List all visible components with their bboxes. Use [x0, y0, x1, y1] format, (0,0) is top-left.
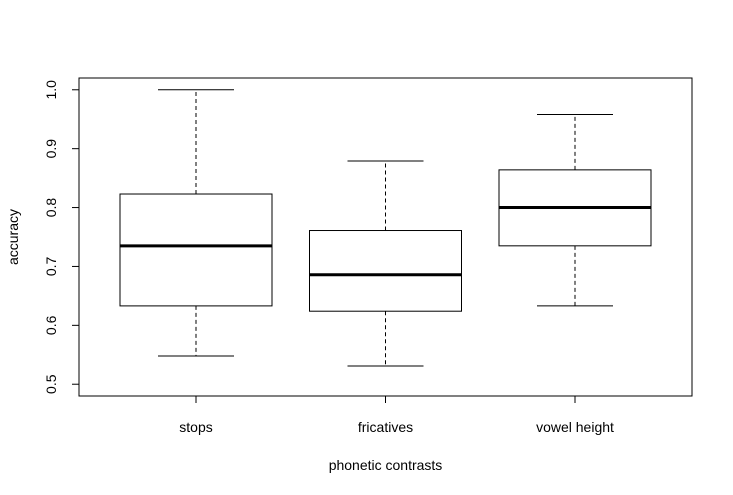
- x-tick-label: vowel height: [536, 419, 614, 435]
- iqr-box: [119, 193, 273, 307]
- y-tick-label: 0.9: [43, 139, 59, 159]
- x-tick-label: stops: [179, 419, 212, 435]
- y-tick-label: 0.6: [43, 315, 59, 335]
- y-tick-label: 1.0: [43, 80, 59, 100]
- x-tick-label: fricatives: [358, 419, 413, 435]
- x-axis: stops fricatives vowel height: [179, 396, 614, 435]
- y-tick-label: 0.8: [43, 198, 59, 218]
- y-tick-label: 0.5: [43, 374, 59, 394]
- box-fricatives: [309, 160, 462, 367]
- y-axis-label: accuracy: [5, 209, 21, 265]
- y-axis: 0.5 0.6 0.7 0.8 0.9 1.0: [43, 80, 79, 394]
- x-axis-label: phonetic contrasts: [329, 457, 443, 473]
- y-tick-label: 0.7: [43, 257, 59, 277]
- box-series: [119, 89, 652, 367]
- iqr-box: [309, 230, 462, 312]
- box-stops: [119, 89, 273, 357]
- box-vowel-height: [498, 114, 652, 307]
